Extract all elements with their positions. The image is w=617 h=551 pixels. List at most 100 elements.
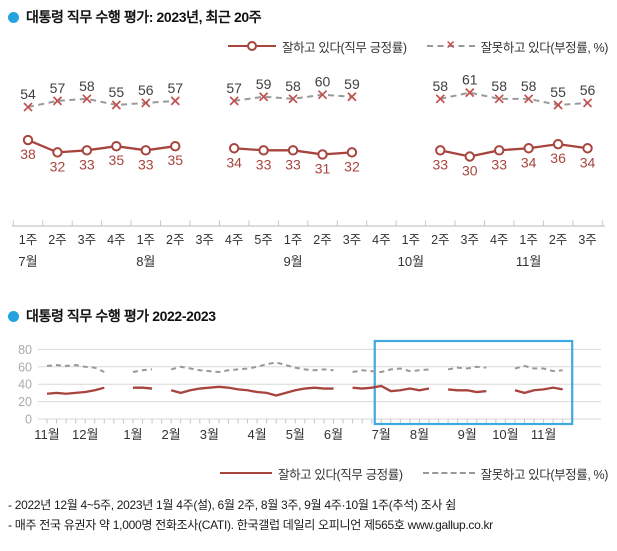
chart-text: 12월 xyxy=(72,427,98,442)
legend-item-approve: 잘하고 있다(직무 긍정률) xyxy=(219,464,403,483)
x-marker-icon xyxy=(582,98,593,108)
chart-text: 3주 xyxy=(461,233,479,247)
chart-text: 2월 xyxy=(162,427,181,442)
circle-marker-icon xyxy=(258,145,269,156)
chart-text: 33 xyxy=(491,156,507,172)
x-marker-icon xyxy=(553,100,563,110)
chart-text: 1월 xyxy=(123,427,142,442)
chart-text: 3주 xyxy=(195,233,213,247)
circle-marker-icon xyxy=(81,145,93,156)
x-marker-icon xyxy=(494,94,504,104)
disapprove-series: 54 57 58 55 56 57 57 59 58 60 59 58 61 58 58 55 56 xyxy=(20,72,596,112)
chart-text: 1주 xyxy=(402,233,420,247)
chart-text: 3주 xyxy=(343,233,361,247)
chart-text: 32 xyxy=(344,158,360,174)
chart-text: 7월 xyxy=(18,254,37,269)
chart-text: 59 xyxy=(256,76,272,92)
chart-text: 1주 xyxy=(19,233,37,247)
chart-text: 4주 xyxy=(372,233,390,247)
legend-label-approve: 잘하고 있다(직무 긍정률) xyxy=(277,468,403,482)
circle-marker-icon xyxy=(22,134,34,146)
circle-marker-icon xyxy=(228,143,240,154)
circle-marker-icon xyxy=(140,145,152,156)
chart-text: 58 xyxy=(433,78,449,94)
recent-20-weeks-chart: 1주 2주 3주 4주 1주 2주 3주 4주 5주 1주 2주 3주 4주 1주 2주 3주 4주 1주 2주 3주… xyxy=(12,72,605,269)
circle-marker-icon xyxy=(246,41,257,51)
circle-marker-icon xyxy=(435,145,446,156)
chart-text: 32 xyxy=(50,158,66,174)
chart-text: 2주 xyxy=(166,233,184,247)
disapprove-series xyxy=(46,361,563,374)
chart-text: 3주 xyxy=(78,233,96,247)
x-marker-icon xyxy=(82,94,92,104)
chart-text: 11월 xyxy=(34,427,59,442)
chart-text: 34 xyxy=(580,154,596,170)
chart-text: 58 xyxy=(491,78,507,94)
chart-text: 4월 xyxy=(247,427,266,442)
chart-text: 33 xyxy=(433,156,449,172)
x-marker-icon xyxy=(465,88,475,98)
chart-text: 8월 xyxy=(410,427,429,442)
disapprove-line-swatch-icon xyxy=(422,467,475,480)
chart-text: 4주 xyxy=(490,233,508,247)
legend-bottom: 잘하고 있다(직무 긍정률) 잘못하고 있다(부정률, %) xyxy=(219,464,608,483)
chart-text: 34 xyxy=(521,154,537,170)
chart-text: 0 xyxy=(25,413,32,427)
x-marker-icon xyxy=(141,98,151,108)
legend-item-disapprove: 잘못하고 있다(부정률, %) xyxy=(422,464,608,483)
x-marker-icon xyxy=(288,94,298,104)
bottom-chart-grid: 0 20 40 60 80 xyxy=(18,343,601,427)
circle-marker-icon xyxy=(582,143,593,154)
chart-text: 9월 xyxy=(283,254,302,269)
circle-marker-icon xyxy=(287,145,299,156)
chart-text: 60 xyxy=(315,74,331,90)
section1-title: 대통령 직무 수행 평가: 2023년, 최근 20주 xyxy=(26,9,262,25)
chart-text: 35 xyxy=(109,152,125,168)
chart-text: 57 xyxy=(167,80,183,96)
chart-text: 55 xyxy=(550,84,566,100)
x-marker-icon xyxy=(111,100,121,110)
footnotes: - 2022년 12월 4~5주, 2023년 1월 4주(설), 6월 2주,… xyxy=(8,495,493,536)
legend-label-disapprove: 잘못하고 있다(부정률, %) xyxy=(480,41,609,55)
chart-text: 30 xyxy=(462,163,478,179)
chart-text: 60 xyxy=(18,360,32,374)
chart-text: 10월 xyxy=(492,427,518,442)
approve-line-swatch-icon xyxy=(219,467,272,480)
recent-20-weeks-highlight-box xyxy=(373,339,574,426)
legend-item-disapprove: ✕ 잘못하고 있다(부정률, %) xyxy=(426,37,609,56)
chart-text: 33 xyxy=(79,156,95,172)
chart-text: 4주 xyxy=(225,233,243,247)
chart-text: 20 xyxy=(18,395,32,409)
disapprove-line-swatch-icon: ✕ xyxy=(426,39,475,53)
circle-marker-icon xyxy=(346,147,358,158)
circle-marker-icon xyxy=(523,143,534,154)
chart-text: 8월 xyxy=(136,254,155,269)
circle-marker-icon xyxy=(52,147,63,158)
chart-text: 34 xyxy=(226,154,242,170)
section2-title: 대통령 직무 수행 평가 2022-2023 xyxy=(26,308,216,324)
section2-header: 대통령 직무 수행 평가 2022-2023 xyxy=(8,306,216,326)
x-marker-icon: ✕ xyxy=(446,39,456,52)
chart-text: 2주 xyxy=(431,233,449,247)
chart-text: 11월 xyxy=(516,254,541,269)
chart-text: 57 xyxy=(50,80,66,96)
chart-text: 4주 xyxy=(107,233,125,247)
chart-text: 33 xyxy=(256,156,272,172)
footnote-methodology: - 매주 전국 유권자 약 1,000명 전화조사(CATI). 한국갤럽 데일… xyxy=(8,518,493,533)
chart-text: 7월 xyxy=(372,427,391,442)
bullet-icon xyxy=(8,11,19,23)
chart-text: 56 xyxy=(580,82,596,98)
chart-text: 31 xyxy=(315,160,331,176)
x-marker-icon xyxy=(52,96,63,106)
x-marker-icon xyxy=(23,102,33,112)
chart-text: 59 xyxy=(344,76,360,92)
chart-text: 11월 xyxy=(531,427,556,442)
circle-marker-icon xyxy=(317,149,328,160)
x-marker-icon xyxy=(347,92,357,102)
top-chart-x-labels: 1주 2주 3주 4주 1주 2주 3주 4주 5주 1주 2주 3주 4주 1주 2주 3주 4주 1주 2주 3주… xyxy=(18,233,596,269)
x-marker-icon xyxy=(229,96,239,106)
chart-text: 58 xyxy=(521,78,537,94)
approve-series: 38 32 33 35 33 35 34 33 33 31 32 33 30 33 34 36 34 xyxy=(20,134,596,179)
chart-text: 2주 xyxy=(549,233,567,247)
